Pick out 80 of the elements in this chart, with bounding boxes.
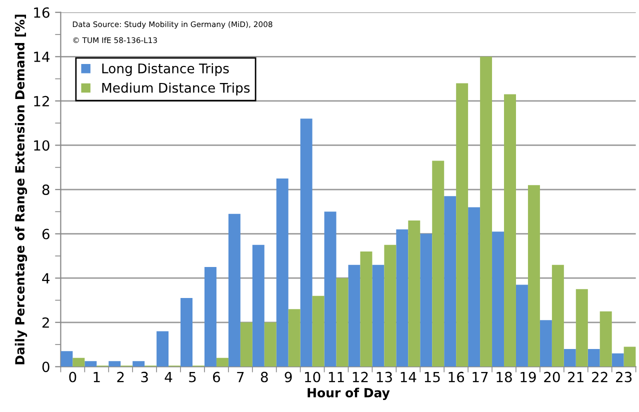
bar xyxy=(624,346,636,367)
y-tick-label: 0 xyxy=(42,362,50,372)
bar xyxy=(180,298,192,367)
x-tick-label: 12 xyxy=(352,372,368,382)
bar xyxy=(576,289,588,367)
x-tick-label: 6 xyxy=(213,372,220,382)
bar xyxy=(60,351,73,367)
bar xyxy=(444,196,456,367)
y-axis-title: Daily Percentage of Range Extension Demand [%] xyxy=(14,14,28,364)
bar xyxy=(432,160,444,367)
bar xyxy=(300,118,312,367)
bar xyxy=(372,264,384,367)
bar xyxy=(360,252,372,367)
x-tick-label: 18 xyxy=(496,372,512,382)
y-tick-label: 12 xyxy=(34,96,49,106)
bar xyxy=(456,83,468,367)
x-tick-label: 11 xyxy=(328,372,344,382)
x-tick-label: 13 xyxy=(376,372,392,382)
bar xyxy=(600,311,612,367)
bar xyxy=(276,178,288,367)
x-tick-label: 16 xyxy=(448,372,464,382)
x-tick-label: 20 xyxy=(544,372,560,382)
bar xyxy=(612,353,624,367)
bar xyxy=(396,229,408,367)
bar xyxy=(420,234,432,367)
x-tick-label: 15 xyxy=(424,372,440,382)
bar xyxy=(108,361,121,367)
y-tick-label: 8 xyxy=(42,184,50,195)
x-tick-label: 7 xyxy=(237,372,244,382)
x-tick-label: 2 xyxy=(117,372,124,382)
bar xyxy=(516,284,528,367)
legend-label: Long Distance Trips xyxy=(102,63,229,76)
bar xyxy=(348,264,360,367)
x-tick-label: 1 xyxy=(94,372,100,382)
x-axis-title: Hour of Day xyxy=(308,388,390,400)
x-tick-label: 10 xyxy=(305,372,320,382)
bar xyxy=(264,322,276,367)
bar xyxy=(288,309,300,367)
bar xyxy=(492,232,504,367)
bar xyxy=(504,94,516,367)
bar xyxy=(252,244,264,367)
x-tick-label: 4 xyxy=(164,372,172,382)
bar xyxy=(384,244,396,367)
bar xyxy=(588,348,600,367)
legend-label: Medium Distance Trips xyxy=(102,82,250,96)
x-tick-label: 19 xyxy=(520,372,536,382)
bar xyxy=(240,322,252,367)
x-tick-label: 9 xyxy=(284,372,292,382)
bar xyxy=(480,56,492,367)
x-tick-label: 5 xyxy=(189,372,196,382)
bar xyxy=(468,207,480,367)
x-tick-label: 3 xyxy=(141,372,148,382)
bar xyxy=(336,278,348,367)
bar xyxy=(216,358,228,367)
y-tick-label: 16 xyxy=(34,7,50,18)
bar xyxy=(528,185,540,367)
x-tick-label: 14 xyxy=(400,372,416,382)
bar xyxy=(312,296,324,367)
x-tick-label: 0 xyxy=(69,372,76,382)
y-tick-label: 4 xyxy=(42,273,50,284)
y-tick-label: 10 xyxy=(34,140,50,151)
bar xyxy=(564,348,576,367)
y-tick-label: 2 xyxy=(42,317,49,328)
y-tick-label: 6 xyxy=(42,228,50,240)
bar xyxy=(72,358,85,367)
y-tick-label: 14 xyxy=(34,52,50,62)
x-tick-label: 17 xyxy=(472,372,488,382)
bar xyxy=(132,361,145,367)
bar xyxy=(552,264,564,367)
bar xyxy=(408,220,420,367)
x-tick-label: 21 xyxy=(568,372,584,382)
bar xyxy=(540,320,552,367)
bar xyxy=(228,214,240,367)
x-tick-label: 23 xyxy=(616,372,632,382)
bar xyxy=(156,331,169,367)
bar xyxy=(324,212,336,367)
x-tick-label: 8 xyxy=(260,372,268,382)
bar xyxy=(204,267,216,367)
x-tick-label: 22 xyxy=(592,372,608,382)
bar xyxy=(84,361,97,367)
